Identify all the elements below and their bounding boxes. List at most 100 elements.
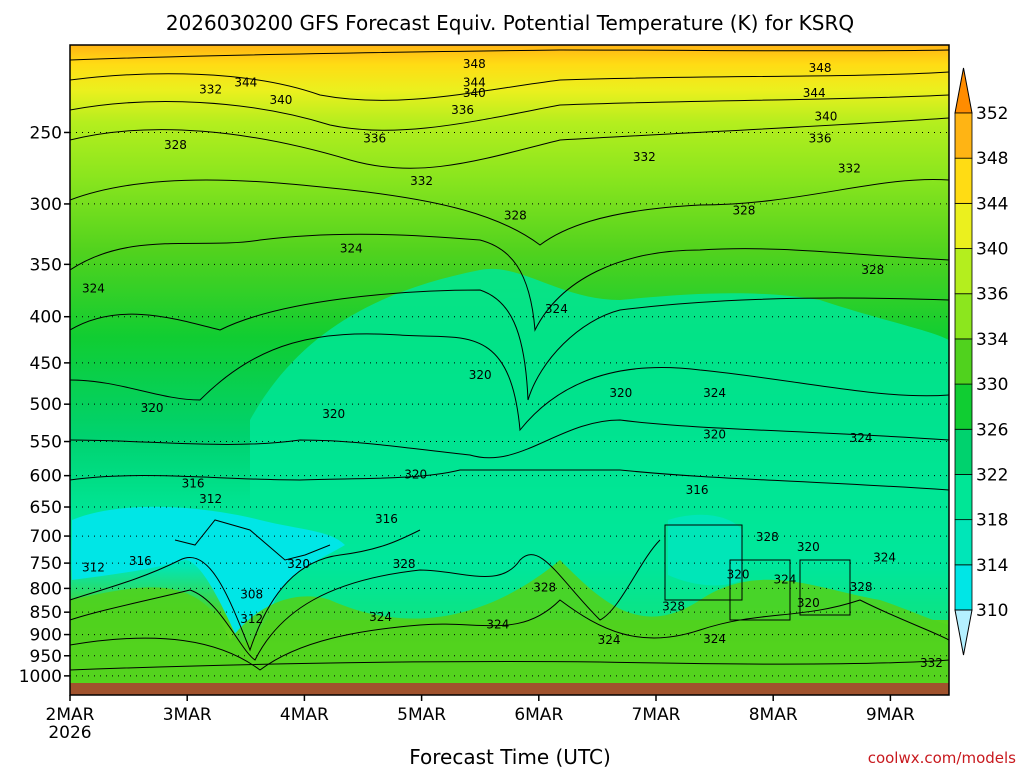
mid-level-basin [250,268,949,620]
x-tick-label: 8MAR [749,705,798,725]
colorbar-swatch [954,519,973,566]
contour-label: 312 [240,612,263,626]
contour-label: 320 [469,368,492,382]
colorbar-swatch [954,474,973,521]
colorbar-swatch [954,428,973,475]
contour-label: 328 [662,600,685,614]
contour-label: 316 [375,512,398,526]
contour-label: 324 [545,302,568,316]
pressure-gridlines [70,131,949,677]
contour-label: 328 [393,557,416,571]
x-tick-label: 4MAR [280,705,329,725]
x-tick-label: 5MAR [397,705,446,725]
contour-label: 324 [82,281,105,295]
contour-label: 344 [803,86,826,100]
contour-label: 332 [838,161,861,175]
cyan-pocket-7mar [668,514,742,586]
contour-label: 320 [797,596,820,610]
y-tick-label: 1000 [19,667,62,687]
contour-label: 332 [410,174,433,188]
colorbar-label: 314 [976,556,1008,576]
contour-label: 316 [686,483,709,497]
colorbar-label: 318 [976,511,1008,531]
contour-label: 340 [814,109,837,123]
chart-title: 2026030200 GFS Forecast Equiv. Potential… [166,11,854,35]
contour-label: 320 [609,386,632,400]
contour-labels: 3443483443403363483443403363323323403363… [82,57,943,670]
colorbar-label: 330 [976,375,1008,395]
contour-label: 324 [340,241,363,255]
plot-frame [69,44,950,696]
y-tick-label: 750 [30,554,62,574]
y-tick-label: 500 [30,395,62,415]
colorbar-label: 352 [976,104,1008,124]
x-tick-label: 7MAR [632,705,681,725]
contour-label: 308 [240,588,263,602]
contour-label: 324 [598,633,621,647]
surface-moist-layer [70,560,949,695]
contour-label: 328 [533,580,556,594]
x-tick-label: 6MAR [514,705,563,725]
contour-label: 336 [451,103,474,117]
contour-label: 320 [703,427,726,441]
y-tick-label: 900 [30,626,62,646]
y-tick-label: 800 [30,579,62,599]
colorbar-swatch [954,202,973,249]
colorbar-label: 310 [976,601,1008,621]
contour-label: 312 [82,560,105,574]
contour-label: 320 [727,567,750,581]
x-tick-sublabel: 2026 [48,723,91,743]
contour-label: 320 [287,557,310,571]
contour-label: 332 [920,656,943,670]
contour-label: 348 [809,61,832,75]
contour-label: 324 [369,610,392,624]
contour-label: 328 [850,580,873,594]
contour-label: 320 [322,407,345,421]
contour-label: 348 [463,57,486,71]
plot-area [70,45,949,695]
y-tick-label: 700 [30,527,62,547]
contour-label: 328 [732,203,755,217]
y-tick-label: 400 [30,308,62,328]
y-tick-label: 450 [30,354,62,374]
contour-lines [70,49,949,671]
contour-label: 344 [463,75,486,89]
contour-label: 336 [363,132,386,146]
contour-label: 320 [797,540,820,554]
contour-label: 324 [486,617,509,631]
contour-label: 316 [182,476,205,490]
colorbar-label: 344 [976,194,1008,214]
contour-label: 320 [404,467,427,481]
contour-label: 332 [633,150,656,164]
contour-label: 340 [270,93,293,107]
contour-label: 328 [504,209,527,223]
y-tick-label: 250 [30,123,62,143]
contour-label: 324 [703,632,726,646]
y-axis: 250 300 350 400 450 500 550 600 650 700 750 800 850 9… [19,123,70,687]
x-tick-label: 3MAR [163,705,212,725]
y-tick-label: 600 [30,467,62,487]
contour-label: 320 [141,401,164,415]
ground-strip [70,683,949,695]
contour-label: 328 [756,530,779,544]
y-tick-label: 850 [30,603,62,623]
y-tick-label: 650 [30,498,62,518]
colorbar-label: 336 [976,285,1008,305]
contour-label: 332 [199,82,222,96]
colorbar-swatch [954,293,973,340]
contour-label: 344 [234,75,257,89]
x-tick-label: 2MAR [46,705,95,725]
colorbar-swatch [954,157,973,204]
contour-label: 340 [463,86,486,100]
contour-label: 324 [773,572,796,586]
x-axis-label: Forecast Time (UTC) [409,745,611,768]
colorbar: 310 314 318 322 326 330 334 336 340 344 348 352 [954,67,1008,656]
contour-label: 324 [873,550,896,564]
contour-label: 328 [861,263,884,277]
y-tick-label: 350 [30,255,62,275]
y-tick-label: 950 [30,647,62,667]
colorbar-swatch [954,338,973,385]
colorbar-label: 326 [976,420,1008,440]
